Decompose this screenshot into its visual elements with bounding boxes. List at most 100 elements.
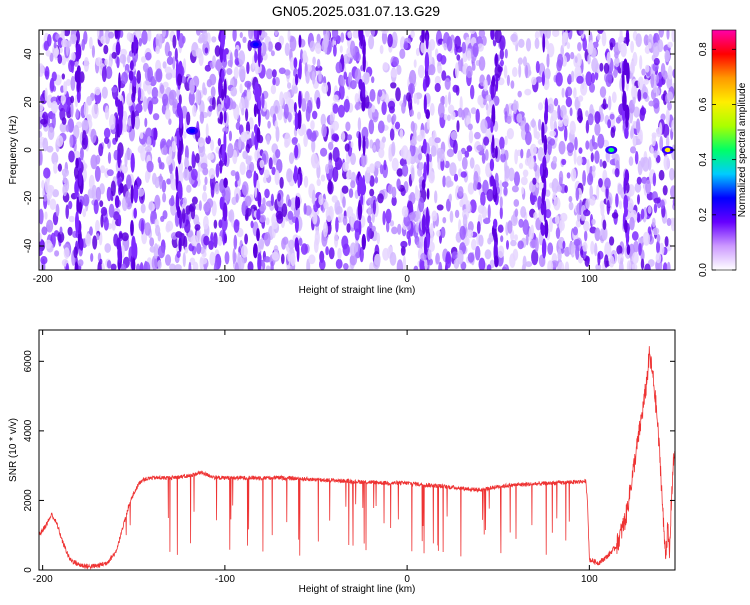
spectrogram-cell [446,180,454,187]
spectrogram-cell [312,211,318,225]
spectrogram-cell [231,196,237,206]
spectrogram-cell [566,42,571,50]
spectrogram-cell [464,150,470,158]
spectrogram-cell [504,135,508,146]
spectrogram-cell [155,68,163,83]
spectrogram-cell [587,172,594,186]
spectrogram-cell [575,244,580,260]
spectrogram-cell [347,31,352,39]
spectrogram-streak [425,34,429,50]
spectrogram-cell [601,31,607,47]
spectrogram-cell [502,266,507,270]
spectrogram-cell [70,60,75,74]
snr-ytick-label: 0 [23,567,34,573]
spectrogram-cell [417,64,425,79]
spectrogram-cell [230,86,238,97]
spectrogram-cell [454,35,461,50]
spectrogram-cell [311,139,316,153]
spectrogram-cell [627,198,634,212]
spectrogram-cell [472,43,479,58]
spectrogram-cell [350,80,357,90]
spectrogram-cell [149,237,155,247]
spectrogram-cell [364,30,371,38]
spectrogram-cell [563,126,568,142]
spectrogram-cell [497,224,504,233]
snr-frame [38,329,676,571]
spectrogram-cell [111,51,117,59]
spectrogram-cell [429,103,435,116]
spectrogram-cell [134,115,141,130]
spectrogram-cell [500,235,504,243]
spectrogram-cell [400,245,406,256]
spectrogram-cell [316,178,321,187]
spectrogram-cell [244,213,249,222]
spectrogram-cell [357,117,362,132]
spectrogram-cell [98,143,104,157]
spectrogram-cell [95,186,101,202]
spectrogram-cell [81,38,85,51]
spectrogram-cell [509,253,516,268]
spectrogram-cell [576,75,584,84]
snr-xtick-label: 100 [581,574,598,585]
spectrogram-cell [239,161,246,175]
spectrogram-cell [287,98,295,113]
spectrogram-cell [153,243,159,259]
spectrogram-cell [430,145,437,157]
spectrogram-cell [437,102,445,118]
spectrogram-cell [148,100,153,115]
spectrogram-cell [166,56,174,66]
spectrogram-cell [570,51,575,60]
spectrogram-cell [141,30,148,45]
spectrogram-cell [462,214,468,229]
spectrogram-cell [385,208,392,224]
spectrogram-cell [561,158,567,166]
spectrogram-streak [624,104,630,123]
spectrogram-cell [633,85,638,100]
spectrogram-cell [504,165,510,179]
spectrogram-cell [266,134,271,145]
spectrogram-streak [219,158,223,174]
spectrogram-cell [331,195,338,203]
spectrogram-cell [444,77,451,90]
spectrogram-cell [344,143,350,152]
spectrogram-cell [215,163,220,178]
spectrogram-streak [78,201,82,215]
spectrogram-cell [166,220,174,232]
spectrogram-streak [131,110,136,130]
hotspot [252,42,259,47]
spectrogram-cell [573,149,577,165]
spectrogram-cell [183,131,187,139]
spectrogram-cell [159,84,165,94]
spectrogram-streak [422,138,427,154]
hotspot [608,147,615,153]
spectrogram-cell [144,222,152,236]
spectrogram-cell [121,71,128,85]
spectrogram-cell [162,192,167,203]
snr-xtick-label: -100 [215,574,235,585]
spectrogram-cell [486,264,492,270]
spectrogram-streak [298,34,302,48]
spectrogram-cell [331,120,339,131]
spectrogram-streak [178,60,183,78]
snr-xlabel: Height of straight line (km) [299,584,416,595]
spectrogram-cell [528,227,533,242]
spectrogram-streak [425,109,431,120]
spectrogram-streak [116,123,120,138]
spectrogram-cell [578,95,584,102]
spectrogram-streak [544,219,549,239]
spectrogram-cell [112,211,120,221]
spectrogram-cell [628,156,634,167]
spectrogram-cell [49,77,55,92]
spectrogram-cell [272,77,276,86]
spectrogram-cell [240,131,248,143]
spectrogram-cell [552,30,560,38]
spectrogram-streak [176,30,181,41]
spectrogram-cell [508,167,515,182]
spectrogram-cell [304,90,310,102]
spectrogram-cell [169,162,173,175]
spectrogram-cell [611,91,617,104]
spectrogram-cell [648,100,655,107]
spectrogram-cell [522,219,530,236]
spectrogram-cell [332,103,339,114]
spectrogram-xtick-label: 100 [581,274,598,285]
